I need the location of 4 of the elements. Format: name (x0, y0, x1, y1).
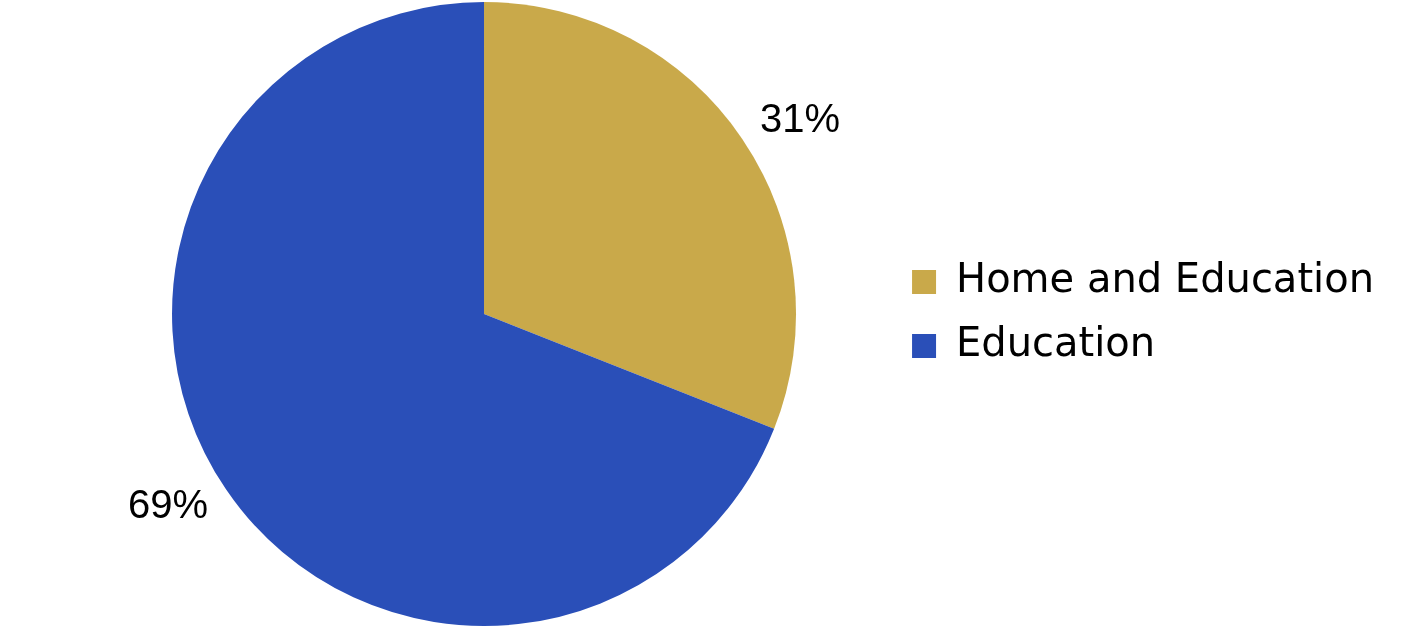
data-label: 69% (128, 482, 209, 527)
legend-label: Home and Education (956, 255, 1374, 302)
data-label: 31% (759, 95, 840, 140)
legend-label: Education (956, 319, 1156, 366)
